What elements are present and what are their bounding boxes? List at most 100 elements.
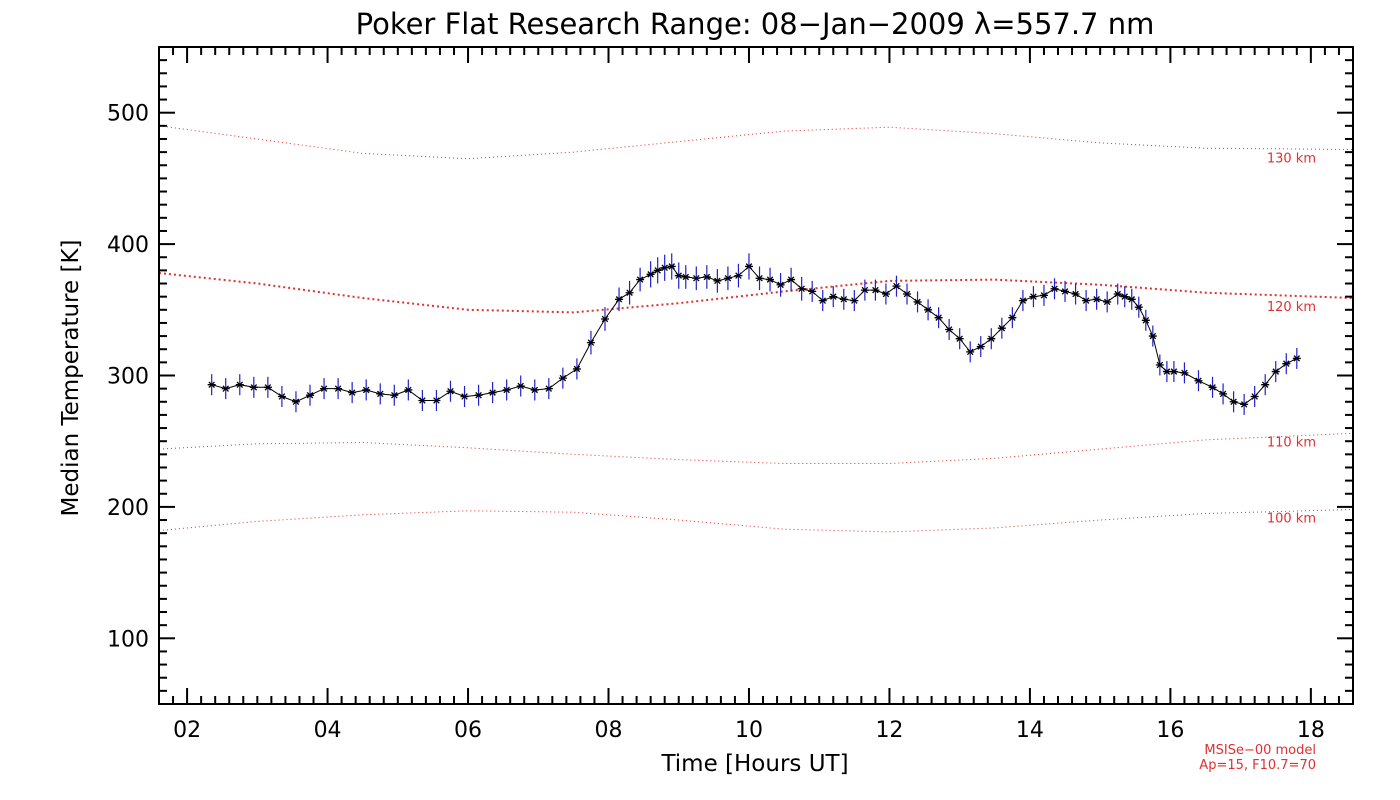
data-point [674,272,683,279]
data-point [1141,317,1150,324]
data-point [734,272,743,279]
temperature-line [211,265,1298,405]
data-point [376,390,385,398]
data-point [263,384,272,391]
data-point [860,286,869,294]
data-point [1113,290,1122,298]
data-point [1029,293,1038,300]
data-series [207,253,1301,415]
data-point [1169,368,1178,375]
data-point [432,397,441,404]
data-point [530,386,539,394]
data-point [277,393,286,400]
data-point [945,326,954,333]
data-point [653,267,662,274]
data-point [913,298,922,306]
data-point [404,386,413,394]
x-tick-label: 18 [1297,718,1325,743]
data-point [713,277,722,285]
y-tick-label: 300 [107,365,149,390]
data-point [1162,368,1171,375]
data-point [1250,393,1259,400]
data-point [1092,296,1101,303]
data-point [955,335,964,342]
data-point [1229,398,1238,406]
model-curve-label: 130 km [1267,151,1316,166]
y-tick-label: 100 [107,627,149,652]
model-note-line1: MSISe−00 model [1204,743,1316,758]
data-point [516,382,525,390]
y-tick-label: 200 [107,496,149,521]
y-tick-label: 500 [107,102,149,127]
y-tick-label: 400 [107,233,149,258]
data-point [660,264,669,272]
data-point [1194,377,1203,385]
data-point [702,273,711,281]
data-point [692,275,701,282]
data-point [924,306,933,314]
data-point [1082,297,1091,304]
data-point [787,276,796,283]
data-point [755,275,764,282]
data-point [892,282,901,290]
data-point [362,386,371,394]
data-point [871,286,880,294]
data-point [636,276,645,283]
data-point [934,314,943,321]
model-note-line2: Ap=15, F10.7=70 [1199,758,1316,773]
x-axis-title: Time [Hours UT] [660,751,848,777]
data-point [1282,360,1291,367]
data-point [1127,296,1136,303]
data-point [460,393,469,400]
data-point [235,381,244,388]
data-point [1050,285,1059,293]
model-curve-label: 110 km [1267,435,1316,450]
x-tick-label: 10 [735,718,763,743]
model-curve-120-km [158,272,1354,314]
x-tick-label: 08 [595,718,623,743]
data-point [976,343,985,350]
plot-frame [158,46,1354,705]
data-point [829,293,838,300]
data-point [1134,303,1143,311]
data-point [850,297,859,304]
data-point [306,391,315,399]
data-point [966,348,975,356]
data-point [1148,332,1157,340]
data-point [667,263,676,270]
data-point [1180,369,1189,377]
data-point [1261,381,1270,388]
data-point [1071,290,1080,298]
data-point [1240,401,1249,408]
data-point [1155,361,1164,369]
x-tick-label: 16 [1156,718,1184,743]
data-point [572,365,581,373]
data-point [1208,384,1217,391]
data-point [797,285,806,293]
data-point [1103,298,1112,306]
data-point [997,324,1006,332]
data-point [818,297,827,304]
data-point [625,289,634,296]
axes: 100 200 300 400 500 02 04 06 08 10 12 14 16 18 [107,46,1354,743]
data-point [1039,292,1048,299]
model-curve-label: 100 km [1267,512,1316,527]
data-point [723,275,732,282]
y-axis-title: Median Temperature [K] [58,240,84,517]
data-point [544,385,553,392]
x-tick-label: 02 [173,718,201,743]
data-point [249,384,258,391]
model-curves: 130 km 120 km 110 km 100 km [158,125,1354,533]
data-point [1271,368,1280,375]
data-point [744,263,753,270]
data-point [776,281,785,289]
data-point [1018,297,1027,304]
data-point [681,273,690,281]
data-point [1061,288,1070,295]
data-point [1120,293,1129,300]
data-point [646,271,655,278]
x-tick-label: 14 [1016,718,1044,743]
data-point [1219,390,1228,398]
data-point [600,315,609,323]
